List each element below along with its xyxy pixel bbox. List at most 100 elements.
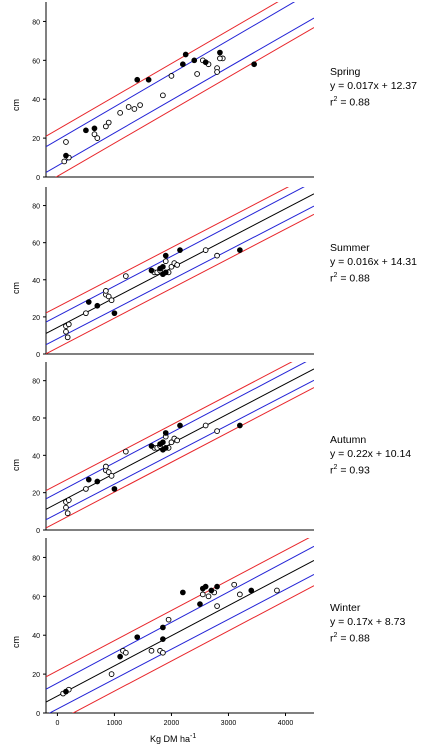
data-point-open: [64, 334, 71, 341]
data-point-filled: [63, 152, 69, 159]
y-tick-label: 80: [32, 379, 40, 386]
y-axis-label-summer: cm: [11, 282, 21, 294]
data-point-open: [105, 469, 112, 475]
y-tick-label: 40: [32, 633, 40, 640]
confidence-band-upper: [46, 545, 314, 690]
prediction-band-lower: [46, 213, 314, 354]
y-tick-label: 60: [32, 241, 40, 248]
data-point-open: [165, 616, 172, 623]
y-tick-label: 0: [36, 175, 40, 182]
data-point-open: [122, 649, 129, 656]
data-point-filled: [148, 443, 155, 449]
data-point-filled: [180, 589, 186, 596]
data-point-filled: [160, 263, 166, 270]
regression-line: [46, 559, 314, 703]
data-point-filled: [91, 125, 98, 132]
data-point-filled: [177, 422, 183, 429]
prediction-band-upper: [46, 187, 290, 314]
data-point-filled: [162, 269, 169, 276]
data-point-open: [122, 448, 129, 455]
plot-area: [46, 2, 314, 177]
data-point-open: [214, 69, 220, 75]
data-point-open: [174, 262, 180, 268]
data-point-filled: [111, 486, 118, 492]
season-label: Winter: [330, 602, 361, 614]
data-point-open: [202, 247, 209, 253]
data-point-open: [205, 593, 212, 600]
data-point-open: [61, 158, 68, 165]
data-point-filled: [202, 583, 209, 590]
data-point-filled: [83, 127, 89, 134]
equation-block-winter: Winter y = 0.17x + 8.73 r2 = 0.88: [330, 601, 405, 646]
data-point-filled: [63, 688, 69, 695]
season-label: Summer: [330, 242, 370, 254]
y-tick-label: 20: [32, 136, 40, 143]
data-point-filled: [237, 247, 243, 253]
r-squared: r2 = 0.88: [330, 632, 370, 645]
y-tick-label: 40: [32, 453, 40, 460]
x-tick-label: 3000: [221, 720, 237, 727]
data-point-open: [117, 109, 123, 116]
data-point-open: [131, 106, 138, 112]
data-point-filled: [237, 422, 243, 429]
confidence-band-lower: [46, 379, 314, 521]
data-point-filled: [160, 636, 166, 642]
data-point-open: [137, 102, 143, 108]
data-point-filled: [117, 653, 123, 660]
data-point-filled: [177, 247, 183, 253]
data-point-filled: [217, 49, 223, 56]
data-point-open: [65, 497, 72, 503]
prediction-band-lower: [72, 585, 314, 713]
data-point-open: [83, 486, 89, 492]
data-point-filled: [191, 57, 198, 64]
equation: y = 0.016x + 14.31: [330, 256, 417, 268]
data-point-open: [105, 119, 112, 126]
data-point-open: [64, 510, 71, 517]
y-tick-label: 40: [32, 97, 40, 104]
plot-area: [46, 538, 314, 713]
data-point-open: [231, 581, 238, 588]
data-point-filled: [94, 478, 101, 485]
data-point-open: [108, 473, 115, 479]
data-point-filled: [160, 624, 166, 631]
data-point-filled: [197, 601, 203, 607]
x-tick-label: 4000: [278, 720, 294, 727]
prediction-band-lower: [55, 27, 314, 177]
data-point-filled: [148, 267, 155, 274]
y-axis-label-winter: cm: [11, 636, 21, 648]
data-point-filled: [202, 59, 209, 66]
data-point-open: [103, 288, 109, 294]
regression-line: [46, 193, 314, 334]
prediction-band-upper: [46, 2, 279, 137]
equation: y = 0.22x + 10.14: [330, 448, 412, 460]
data-point-open: [168, 439, 175, 446]
data-point-open: [168, 73, 175, 79]
data-point-open: [217, 55, 223, 62]
data-point-open: [94, 135, 101, 141]
equation-block-autumn: Autumn y = 0.22x + 10.14 r2 = 0.93: [330, 433, 411, 478]
prediction-band-upper: [46, 538, 310, 678]
data-point-open: [202, 422, 209, 429]
y-axis-label-spring: cm: [11, 99, 21, 111]
data-point-filled: [134, 634, 141, 641]
confidence-band-lower: [48, 574, 314, 713]
y-tick-label: 40: [32, 278, 40, 285]
y-tick-label: 80: [32, 204, 40, 211]
data-point-filled: [248, 587, 255, 594]
data-point-open: [214, 252, 220, 259]
data-point-filled: [160, 439, 166, 446]
data-point-filled: [162, 252, 169, 259]
data-point-open: [65, 321, 72, 328]
y-tick-label: 80: [32, 555, 40, 562]
data-point-open: [214, 603, 220, 609]
data-point-filled: [214, 583, 220, 590]
x-tick-label: 2000: [164, 720, 180, 727]
data-point-filled: [134, 76, 141, 83]
data-point-open: [237, 591, 243, 598]
data-point-open: [125, 104, 132, 110]
y-tick-label: 20: [32, 672, 40, 679]
y-tick-label: 0: [36, 528, 40, 535]
confidence-band-lower: [46, 205, 314, 346]
x-tick-label: 1000: [107, 720, 123, 727]
data-point-filled: [145, 76, 152, 83]
